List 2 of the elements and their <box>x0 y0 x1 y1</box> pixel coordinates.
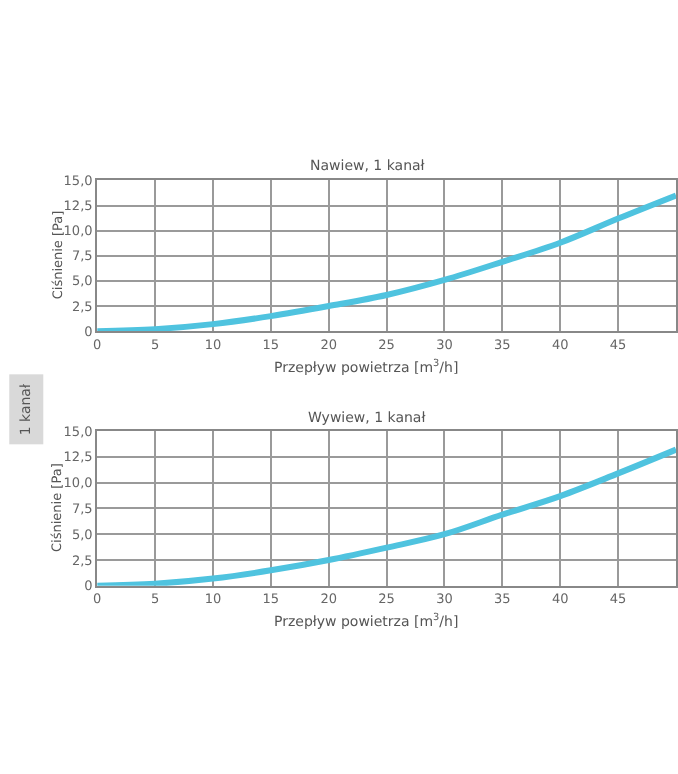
line-series <box>97 446 676 586</box>
line-series <box>97 192 676 332</box>
